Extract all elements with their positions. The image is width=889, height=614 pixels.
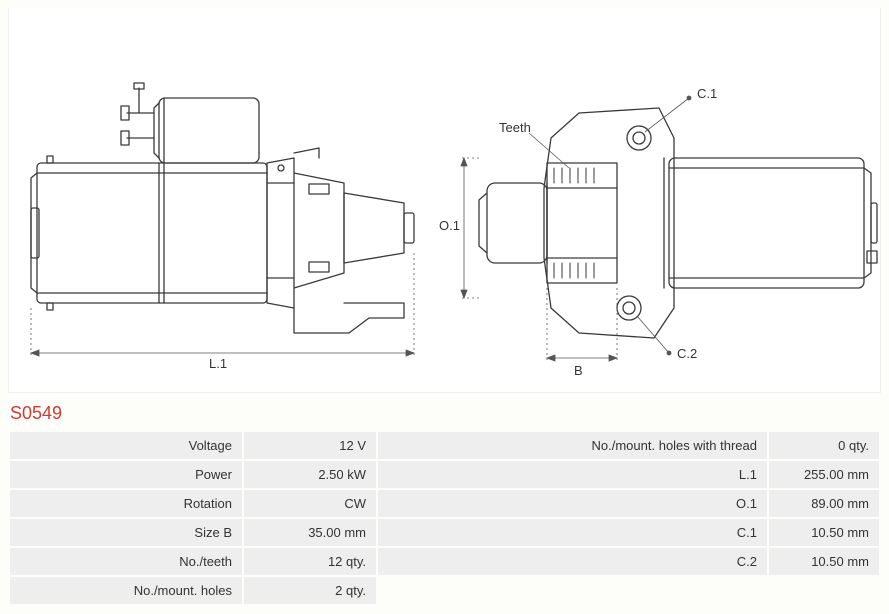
spec-label: Rotation xyxy=(10,490,242,517)
part-number: S0549 xyxy=(10,403,881,424)
front-view-drawing xyxy=(439,8,889,388)
spec-label: No./teeth xyxy=(10,548,242,575)
spec-label: No./mount. holes xyxy=(10,577,242,604)
spec-label: C.2 xyxy=(378,548,767,575)
specs-table: Voltage 12 V No./mount. holes with threa… xyxy=(8,430,881,606)
dim-label-L1: L.1 xyxy=(209,356,227,371)
spec-value: 35.00 mm xyxy=(244,519,376,546)
spec-value: 12 V xyxy=(244,432,376,459)
spec-value: 255.00 mm xyxy=(769,461,879,488)
side-view-drawing xyxy=(9,8,439,388)
technical-diagram: L.1 xyxy=(8,8,881,393)
spec-label: O.1 xyxy=(378,490,767,517)
spec-value: 12 qty. xyxy=(244,548,376,575)
dim-label-C2: C.2 xyxy=(677,346,697,361)
spec-label: Voltage xyxy=(10,432,242,459)
table-row: Size B 35.00 mm C.1 10.50 mm xyxy=(10,519,879,546)
dim-label-O1: O.1 xyxy=(439,218,460,233)
spec-value: 10.50 mm xyxy=(769,519,879,546)
table-row: No./teeth 12 qty. C.2 10.50 mm xyxy=(10,548,879,575)
spec-value: CW xyxy=(244,490,376,517)
spec-value: 2 qty. xyxy=(244,577,376,604)
spec-label: No./mount. holes with thread xyxy=(378,432,767,459)
spec-label: C.1 xyxy=(378,519,767,546)
spec-label: Power xyxy=(10,461,242,488)
dim-label-C1: C.1 xyxy=(697,86,717,101)
dim-label-teeth: Teeth xyxy=(499,120,531,135)
dim-label-B: B xyxy=(574,363,583,378)
spec-label: Size B xyxy=(10,519,242,546)
spec-label: L.1 xyxy=(378,461,767,488)
table-row: Voltage 12 V No./mount. holes with threa… xyxy=(10,432,879,459)
table-row: No./mount. holes 2 qty. xyxy=(10,577,879,604)
spec-value: 2.50 kW xyxy=(244,461,376,488)
table-row: Power 2.50 kW L.1 255.00 mm xyxy=(10,461,879,488)
table-row: Rotation CW O.1 89.00 mm xyxy=(10,490,879,517)
spec-value: 10.50 mm xyxy=(769,548,879,575)
spec-value: 0 qty. xyxy=(769,432,879,459)
spec-value: 89.00 mm xyxy=(769,490,879,517)
